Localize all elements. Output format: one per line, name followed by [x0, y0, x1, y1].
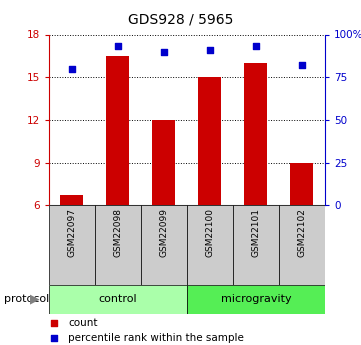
- Bar: [244, 63, 268, 205]
- Text: GSM22098: GSM22098: [113, 208, 122, 257]
- Text: protocol: protocol: [4, 294, 49, 304]
- Bar: [95, 205, 141, 285]
- Point: [69, 66, 75, 71]
- Bar: [187, 285, 325, 314]
- Bar: [152, 120, 175, 205]
- Bar: [49, 205, 95, 285]
- Point: [51, 320, 57, 325]
- Text: GDS928 / 5965: GDS928 / 5965: [128, 12, 233, 26]
- Point: [253, 44, 259, 49]
- Bar: [187, 205, 233, 285]
- Bar: [141, 205, 187, 285]
- Point: [207, 47, 213, 53]
- Bar: [106, 56, 129, 205]
- Bar: [233, 205, 279, 285]
- Text: microgravity: microgravity: [221, 294, 291, 304]
- Text: GSM22097: GSM22097: [67, 208, 76, 257]
- Text: percentile rank within the sample: percentile rank within the sample: [68, 333, 244, 343]
- Bar: [60, 195, 83, 205]
- Bar: [279, 205, 325, 285]
- Text: count: count: [68, 318, 97, 328]
- Text: GSM22100: GSM22100: [205, 208, 214, 257]
- Text: GSM22101: GSM22101: [251, 208, 260, 257]
- Text: ▶: ▶: [30, 293, 39, 306]
- Point: [161, 49, 167, 54]
- Text: GSM22102: GSM22102: [297, 208, 306, 257]
- Point: [51, 335, 57, 341]
- Bar: [49, 285, 187, 314]
- Text: control: control: [99, 294, 137, 304]
- Point: [115, 44, 121, 49]
- Bar: [290, 162, 313, 205]
- Bar: [198, 77, 221, 205]
- Text: GSM22099: GSM22099: [159, 208, 168, 257]
- Point: [299, 62, 305, 68]
